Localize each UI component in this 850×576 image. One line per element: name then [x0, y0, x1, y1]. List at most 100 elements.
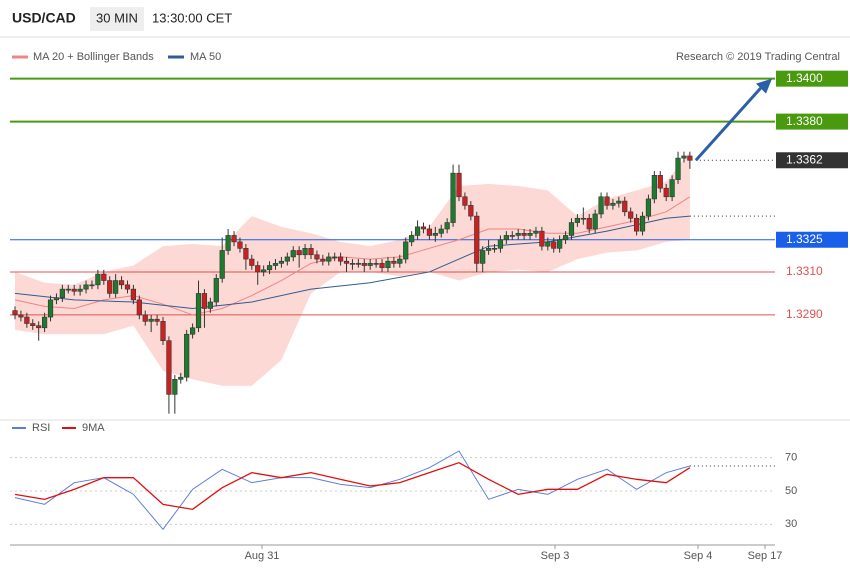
candle-body: [337, 256, 344, 262]
candle-body: [675, 157, 681, 180]
candle-body: [598, 196, 604, 215]
candle-body: [349, 263, 356, 265]
candle-body: [314, 254, 320, 260]
candle-body: [391, 260, 397, 264]
candle-body: [53, 297, 60, 301]
candle-body: [130, 288, 137, 301]
candle-body: [190, 327, 196, 335]
candle-body: [178, 376, 184, 380]
candle-body: [687, 155, 693, 161]
candle-body: [551, 241, 557, 249]
candle-body: [160, 321, 166, 341]
candle-body: [426, 228, 433, 236]
legend-label: RSI: [32, 422, 50, 434]
candle-body: [83, 284, 89, 290]
interval: 30 MIN: [96, 10, 138, 25]
candle-body: [207, 301, 213, 309]
candle-body: [343, 260, 350, 264]
candle-body: [633, 217, 640, 232]
candle-body: [18, 314, 24, 318]
candle-body: [47, 299, 54, 318]
level-label: 1.3310: [786, 264, 823, 278]
candle-body: [610, 202, 616, 206]
candle-body: [243, 248, 249, 260]
candle-body: [414, 226, 421, 236]
candle-body: [65, 288, 71, 291]
candle-body: [201, 293, 208, 309]
x-tick-label: Sep 3: [541, 550, 570, 562]
candle-body: [326, 256, 332, 262]
candle-body: [24, 316, 30, 324]
candle-body: [284, 256, 290, 262]
candle-body: [474, 215, 480, 264]
candle-body: [432, 232, 438, 236]
candle-body: [468, 205, 474, 217]
candle-body: [669, 179, 675, 198]
candle-body: [296, 250, 302, 256]
candle-body: [213, 278, 219, 303]
candle-body: [184, 333, 190, 378]
interval-box: [90, 7, 144, 31]
candle-body: [148, 318, 154, 322]
candle-body: [320, 258, 326, 262]
candle-body: [480, 250, 486, 264]
candle-body: [491, 248, 498, 250]
candle-body: [261, 269, 267, 273]
candle-body: [580, 217, 586, 220]
candle-body: [355, 263, 361, 265]
candle-body: [154, 318, 160, 322]
level-label-box: [776, 113, 848, 130]
candle-body: [527, 232, 533, 236]
candle-body: [219, 250, 225, 279]
candle-body: [95, 273, 101, 286]
candle-body: [379, 263, 385, 268]
candle-body: [118, 280, 125, 286]
candle-body: [136, 299, 142, 316]
candle-body: [562, 235, 569, 241]
candle-body: [225, 235, 231, 251]
candle-body: [639, 215, 646, 232]
candle-body: [586, 217, 592, 230]
candle-body: [545, 241, 551, 247]
candle-body: [361, 263, 367, 266]
candle-body: [485, 248, 492, 251]
time: 13:30:00 CET: [152, 10, 232, 25]
candle-body: [278, 260, 285, 264]
candle-body: [420, 226, 427, 230]
legend-label: 9MA: [82, 422, 105, 434]
candle-body: [142, 314, 148, 322]
candle-body: [462, 196, 468, 206]
level-label: 1.3362: [786, 152, 823, 166]
candle-body: [616, 200, 622, 204]
candle-body: [231, 235, 237, 243]
candle-body: [172, 379, 178, 395]
candle-body: [266, 265, 273, 271]
candle-body: [497, 239, 504, 249]
candle-body: [539, 230, 545, 247]
x-tick-label: Aug 31: [245, 550, 280, 562]
candle-body: [237, 241, 243, 249]
target-arrow-head: [756, 78, 772, 94]
candle-body: [574, 217, 580, 223]
candle-body: [503, 235, 509, 241]
candle-body: [409, 235, 415, 243]
candle-body: [71, 288, 77, 292]
candle-body: [59, 288, 65, 299]
level-label-box: [776, 231, 848, 248]
level-label: 1.3290: [786, 307, 823, 321]
candle-body: [107, 280, 113, 294]
candle-body: [124, 284, 131, 290]
candle-body: [255, 265, 261, 273]
credit: Research © 2019 Trading Central: [676, 51, 840, 63]
candle-body: [332, 256, 338, 259]
candle-body: [249, 258, 255, 266]
candle-body: [77, 288, 83, 292]
candle-body: [403, 241, 409, 260]
candle-body: [568, 222, 575, 236]
candle-body: [113, 280, 119, 294]
candle-body: [651, 175, 657, 200]
candle-body: [509, 235, 515, 237]
candle-body: [456, 172, 462, 198]
level-label-box: [776, 70, 848, 87]
